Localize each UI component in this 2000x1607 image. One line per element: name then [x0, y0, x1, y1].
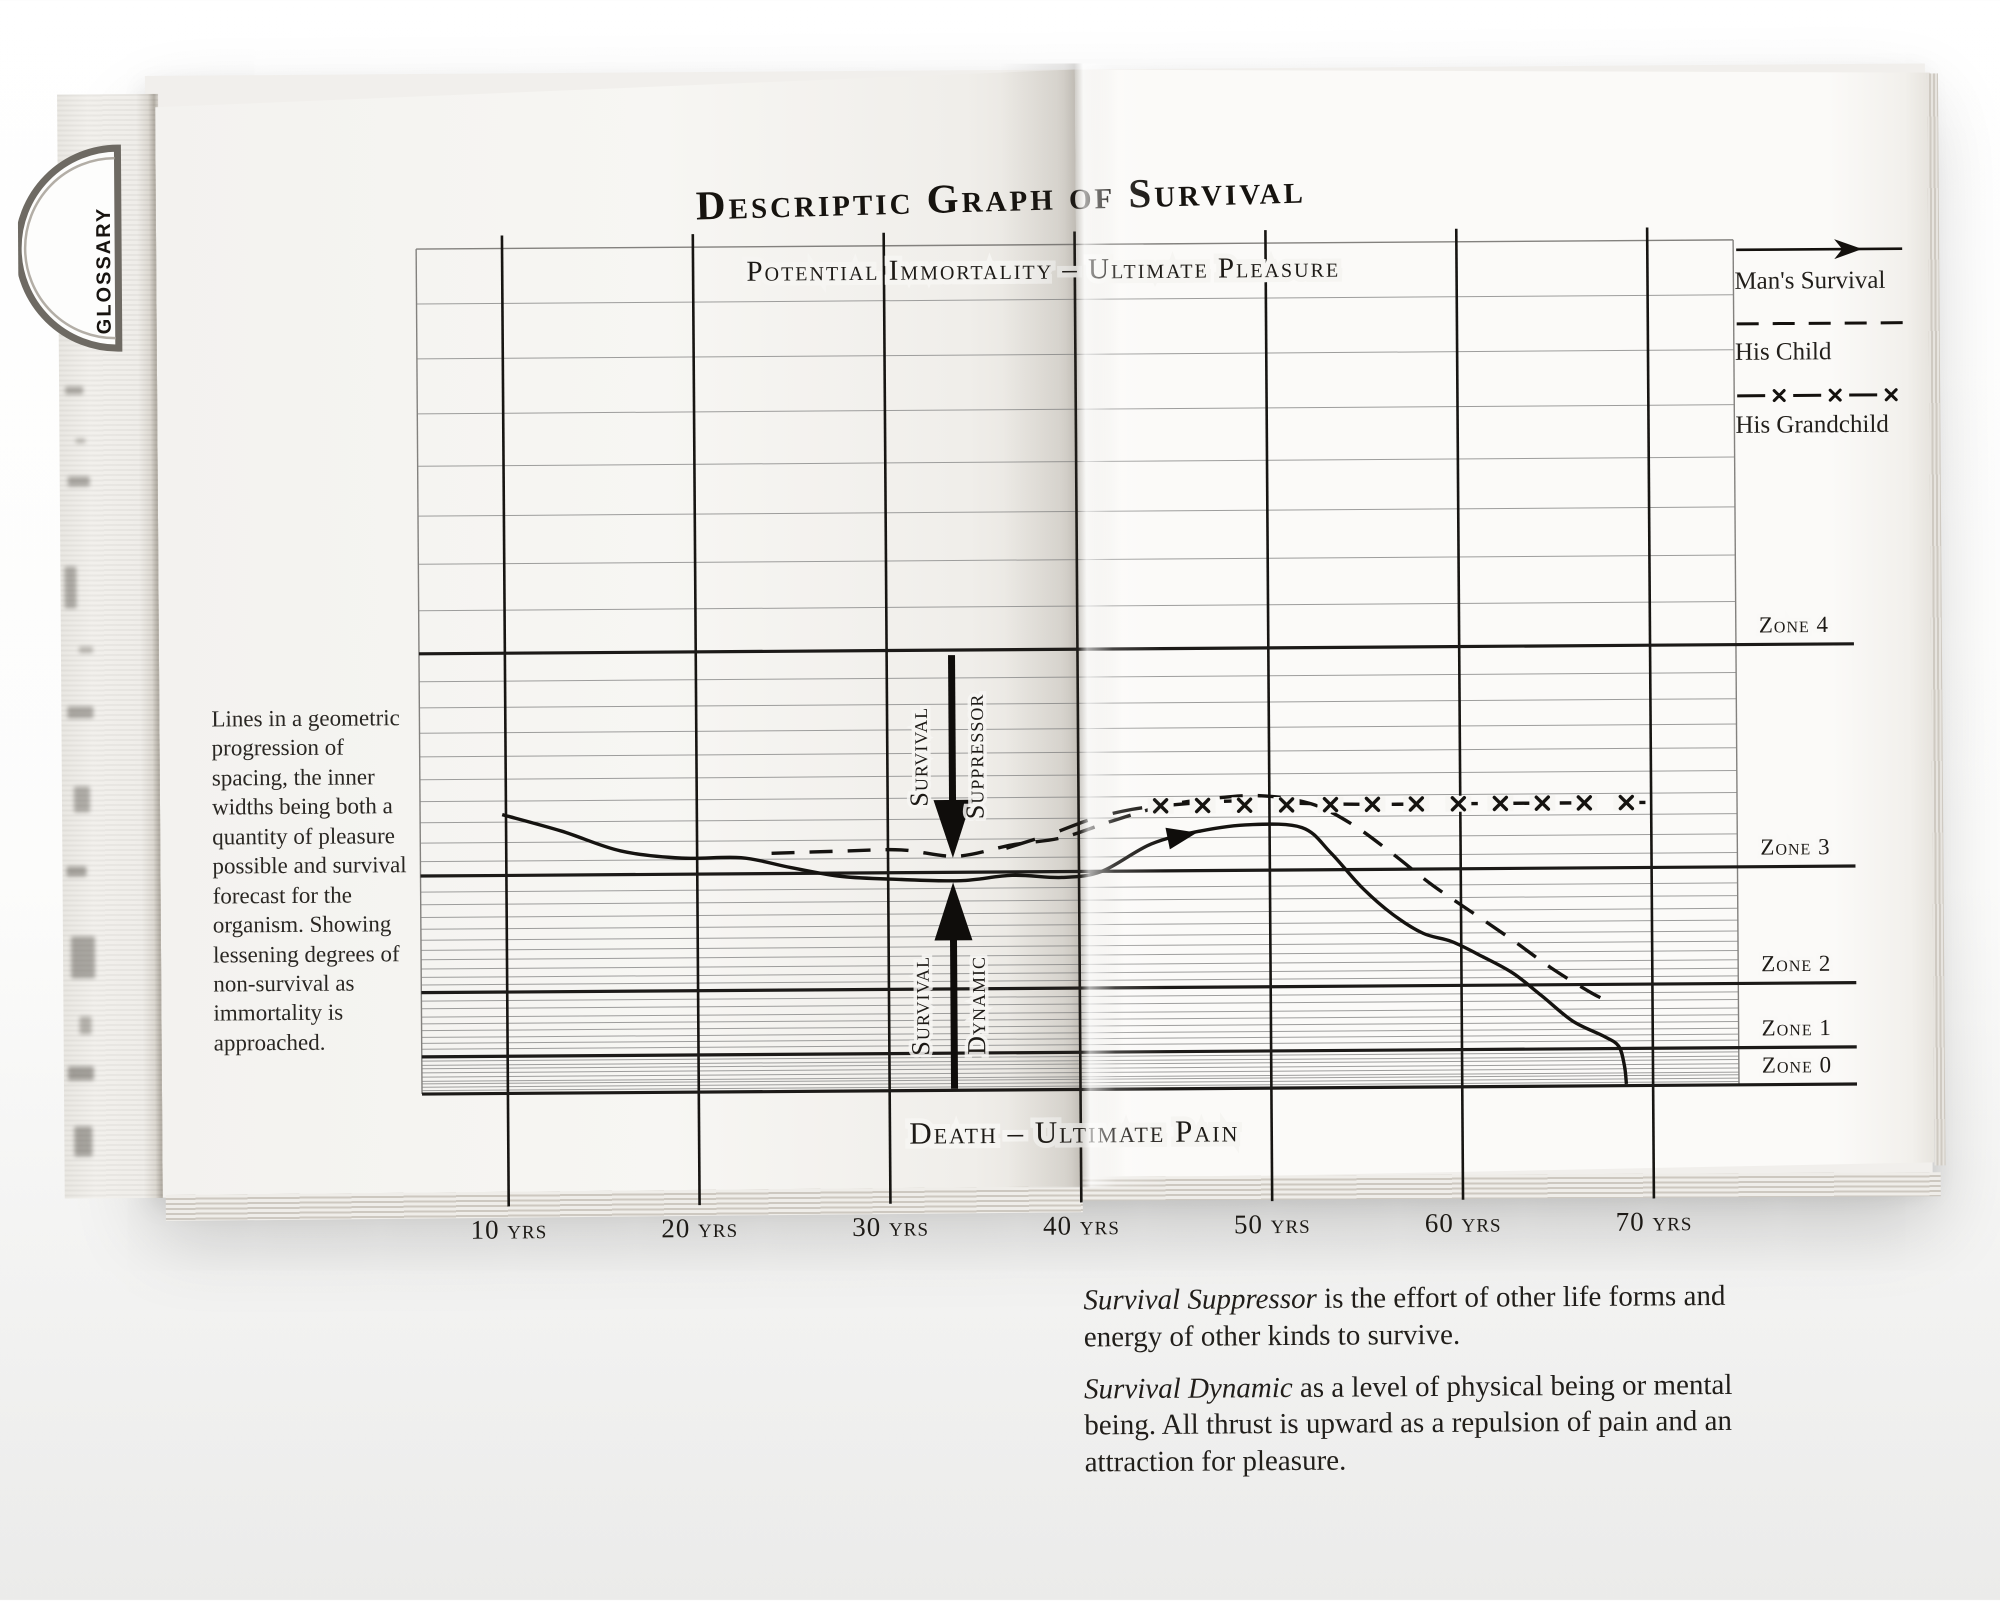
glossary-tab-label: GLOSSARY	[93, 184, 117, 334]
page-edge-mark	[68, 1066, 94, 1080]
zone-label: Zone 1	[1762, 1015, 1832, 1040]
dynamic-note: Survival Dynamic as a level of physical …	[1084, 1366, 1785, 1481]
x-tick-label: 20 yrs	[661, 1213, 738, 1244]
page-edge-mark	[74, 1126, 92, 1156]
legend-label: Man's Survival	[1734, 267, 1924, 296]
zone-line	[419, 644, 1854, 654]
page-edge-mark	[79, 646, 93, 653]
series-his-child	[771, 793, 1610, 1008]
footnotes: Survival Suppressor is the effort of oth…	[1083, 1278, 1784, 1497]
zone-label: Zone 2	[1761, 951, 1831, 976]
zone-label: Zone 0	[1762, 1052, 1832, 1077]
up-arrowhead	[934, 882, 972, 940]
x-tick-label: 10 yrs	[470, 1214, 547, 1245]
page-edge-mark	[66, 866, 86, 876]
plot-left-border	[416, 249, 422, 1094]
zone-label: Zone 4	[1759, 612, 1829, 637]
zone-line	[421, 983, 1856, 993]
suppressor-note: Survival Suppressor is the effort of oth…	[1083, 1278, 1783, 1357]
dash-x-line-sample	[1735, 387, 1905, 404]
x-tick-label: 30 yrs	[852, 1212, 929, 1243]
page-edge-mark	[79, 1016, 91, 1034]
legend-solid-line	[1736, 249, 1902, 250]
legend-item-his-grandchild: His Grandchild	[1735, 387, 1925, 440]
page-edge-mark	[67, 706, 93, 718]
top-axis-label: Potential Immortality – Ultimate Pleasur…	[746, 252, 1340, 288]
arrow-label-left: Survival	[906, 956, 936, 1056]
dashed-line-sample	[1735, 316, 1905, 331]
page-edge-mark	[75, 438, 85, 443]
legend-label: His Grandchild	[1735, 411, 1925, 440]
zone-line	[422, 1047, 1857, 1057]
legend-item-his-child: His Child	[1735, 316, 1925, 367]
zone-line	[421, 866, 1856, 876]
legend-item-mans-survival: Man's Survival	[1734, 237, 1924, 296]
solid-arrow-line-sample	[1734, 237, 1904, 260]
up-arrow-shaft	[953, 922, 954, 1088]
legend-dashed-line	[1737, 323, 1903, 324]
page-edge-mark	[65, 386, 83, 394]
bottom-axis-label: Death – Ultimate Pain	[909, 1113, 1239, 1150]
chart-legend: Man's Survival His Child His Grandchild	[1734, 237, 1926, 461]
survival-chart: 10 yrs 20 yrs 30 yrs 40 yrs 50 yrs 60 yrs 70 y…	[376, 189, 1913, 1260]
arrow-label-right: Suppressor	[960, 694, 990, 820]
suppressor-note-lead: Survival Suppressor	[1083, 1283, 1317, 1317]
legend-label: His Child	[1735, 338, 1925, 367]
page-edge-mark	[74, 786, 90, 812]
legend-x-marks	[1774, 390, 1896, 401]
series-arrowhead	[1165, 828, 1197, 850]
x-tick-label: 40 yrs	[1043, 1210, 1120, 1241]
dynamic-note-lead: Survival Dynamic	[1084, 1372, 1293, 1405]
x-tick-label: 50 yrs	[1234, 1209, 1311, 1240]
zone-label: Zone 3	[1760, 834, 1830, 859]
page-edge-mark	[68, 476, 90, 486]
down-arrow-shaft	[952, 655, 953, 818]
page-edge-mark	[71, 936, 95, 978]
arrow-label-left: Survival	[904, 707, 934, 807]
x-tick-label: 70 yrs	[1616, 1206, 1693, 1237]
x-tick-label: 60 yrs	[1425, 1208, 1502, 1239]
page-edge-mark	[64, 566, 76, 608]
arrow-label-right: Dynamic	[962, 956, 992, 1055]
